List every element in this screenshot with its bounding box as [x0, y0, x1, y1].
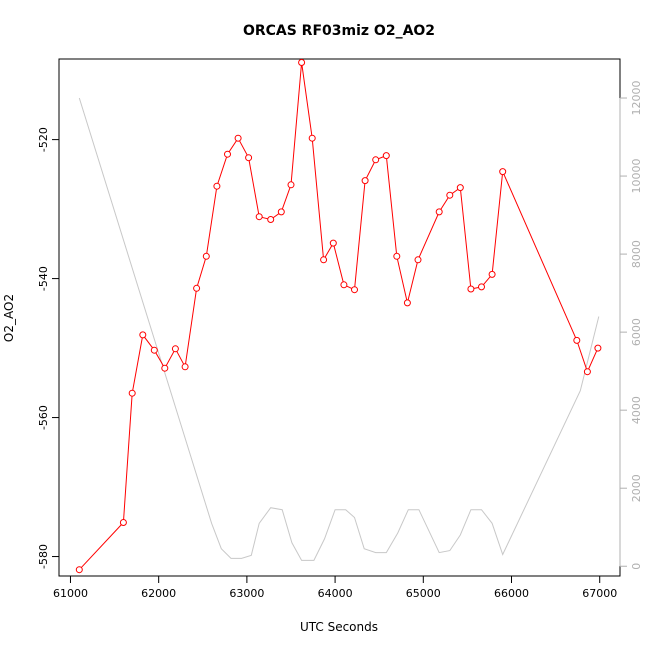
data-point [161, 364, 169, 372]
chart-title: ORCAS RF03miz O2_AO2 [243, 23, 435, 39]
y-tick-label: -520 [37, 127, 50, 152]
data-point [403, 299, 411, 307]
data-point [308, 134, 316, 142]
data-point [467, 285, 475, 293]
y2-tick-label: 12000 [630, 81, 643, 116]
y2-tick-label: 8000 [630, 240, 643, 268]
data-point [329, 239, 337, 247]
data-point [456, 184, 464, 192]
data-point [202, 252, 210, 260]
data-point [320, 256, 328, 264]
x-tick-label: 61000 [53, 587, 88, 600]
data-point [128, 389, 136, 397]
data-point [245, 154, 253, 162]
y2-tick-label: 2000 [630, 474, 643, 502]
y-axis-right: 0 2000 4000 6000 8000 10000 12000 [619, 81, 643, 570]
y-tick-label: -540 [37, 266, 50, 291]
secondary-series-layer [78, 97, 600, 561]
x-tick-label: 67000 [582, 587, 617, 600]
data-point [139, 331, 147, 339]
data-point [393, 252, 401, 260]
primary-series-layer [75, 59, 602, 574]
x-axis-label: UTC Seconds [300, 620, 378, 634]
data-point [583, 368, 591, 376]
data-point [361, 177, 369, 185]
data-point [267, 216, 275, 223]
data-point [478, 283, 485, 291]
y2-tick-label: 10000 [630, 159, 643, 194]
data-point [372, 156, 380, 164]
data-point [488, 270, 496, 278]
data-point [119, 519, 127, 526]
y-axis-label: O2_AO2 [2, 294, 16, 342]
x-tick-label: 64000 [318, 587, 353, 600]
y2-tick-label: 6000 [630, 318, 643, 346]
series-line-1 [78, 62, 599, 571]
data-point [255, 213, 263, 221]
data-point [150, 346, 158, 354]
x-tick-label: 66000 [494, 587, 529, 600]
data-point [499, 168, 507, 176]
series-line-2 [78, 97, 600, 561]
data-point [75, 566, 83, 574]
data-point [573, 336, 581, 344]
x-tick-label: 65000 [406, 587, 441, 600]
data-point [193, 284, 201, 292]
y2-tick-label: 4000 [630, 396, 643, 424]
data-point [340, 281, 348, 289]
data-point [298, 59, 306, 66]
x-tick-label: 63000 [229, 587, 264, 600]
data-point [277, 208, 285, 216]
x-tick-label: 62000 [141, 587, 176, 600]
data-point [594, 344, 602, 352]
data-point [414, 256, 422, 264]
data-point [181, 363, 189, 371]
data-point [446, 191, 454, 199]
y-tick-label: -560 [37, 405, 50, 430]
x-axis: 61000 62000 63000 64000 65000 66000 67000 [53, 575, 617, 600]
plot-frame [58, 58, 621, 577]
y-axis-left: -580 -560 -540 -520 [37, 127, 60, 569]
data-point [287, 181, 295, 189]
data-point [234, 134, 242, 142]
data-point [435, 208, 443, 216]
data-point [382, 152, 390, 160]
y2-tick-label: 0 [630, 563, 643, 570]
data-point [213, 182, 221, 190]
data-point [171, 345, 179, 353]
data-point [224, 150, 231, 158]
y-tick-label: -580 [37, 544, 50, 569]
data-point [351, 286, 358, 294]
